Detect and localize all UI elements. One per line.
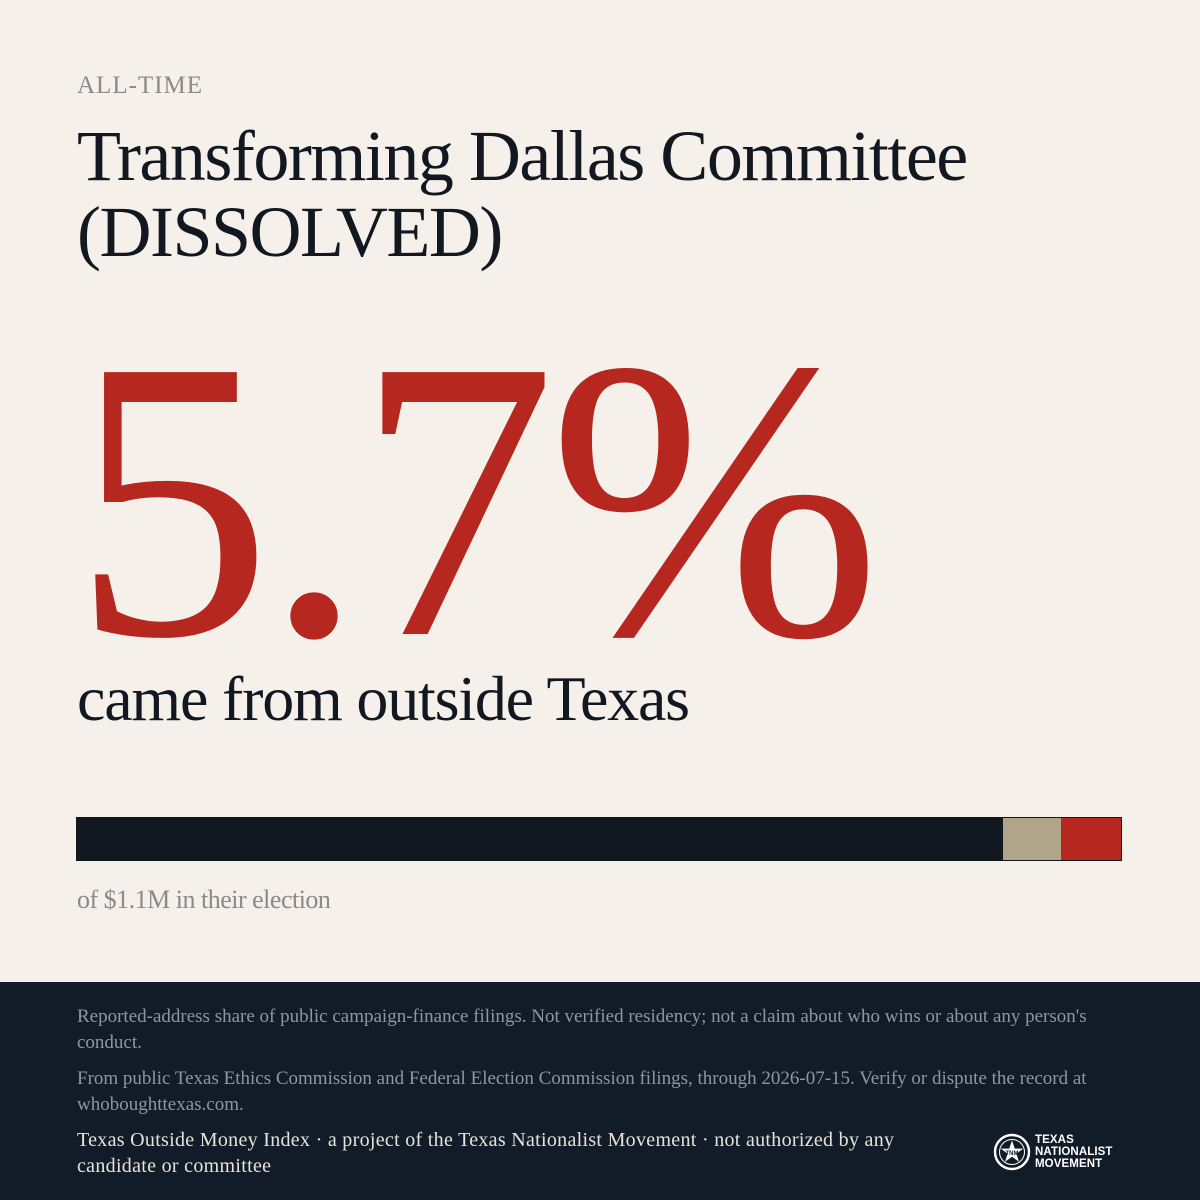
- total-raised-caption: of $1.1M in their election: [77, 885, 331, 914]
- share-bar: [76, 817, 1122, 861]
- logo-line-3: MOVEMENT: [1035, 1158, 1103, 1170]
- period-label: ALL-TIME: [77, 72, 204, 99]
- methodology-disclaimer: Reported-address share of public campaig…: [77, 1006, 1087, 1053]
- logo-line-2: NATIONALIST: [1035, 1146, 1113, 1158]
- logo-wordmark: TEXAS NATIONALIST MOVEMENT: [1035, 1134, 1113, 1170]
- share-bar-unknown: [1003, 818, 1062, 860]
- committee-title: Transforming Dallas Committee (DISSOLVED…: [77, 116, 968, 272]
- svg-text:TNM: TNM: [1006, 1151, 1019, 1157]
- logo-line-1: TEXAS: [1035, 1134, 1074, 1146]
- outside-share-description: came from outside Texas: [77, 663, 690, 734]
- source-note: From public Texas Ethics Commission and …: [77, 1068, 1087, 1115]
- outside-share-percent: 5.7%: [72, 278, 881, 721]
- project-credit: Texas Outside Money Index · a project of…: [77, 1129, 895, 1177]
- share-bar-in-state: [77, 818, 1004, 860]
- share-bar-out-of-state: [1061, 818, 1121, 860]
- star-seal-icon: TNM: [993, 1133, 1031, 1171]
- tnm-logo: TNM TEXAS NATIONALIST MOVEMENT: [993, 1131, 1133, 1173]
